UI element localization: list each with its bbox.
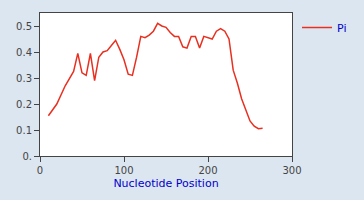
svg-text:0: 0	[37, 165, 43, 176]
svg-text:0.1: 0.1	[16, 125, 32, 136]
svg-text:100: 100	[114, 165, 133, 176]
svg-text:0.5: 0.5	[16, 21, 32, 32]
svg-text:300: 300	[282, 165, 301, 176]
svg-text:200: 200	[198, 165, 217, 176]
svg-text:0.: 0.	[22, 151, 32, 162]
svg-text:Nucleotide Position: Nucleotide Position	[113, 177, 218, 190]
svg-text:0.2: 0.2	[16, 99, 32, 110]
svg-text:Pi: Pi	[337, 22, 346, 35]
svg-text:0.3: 0.3	[16, 73, 32, 84]
svg-text:0.4: 0.4	[16, 47, 32, 58]
